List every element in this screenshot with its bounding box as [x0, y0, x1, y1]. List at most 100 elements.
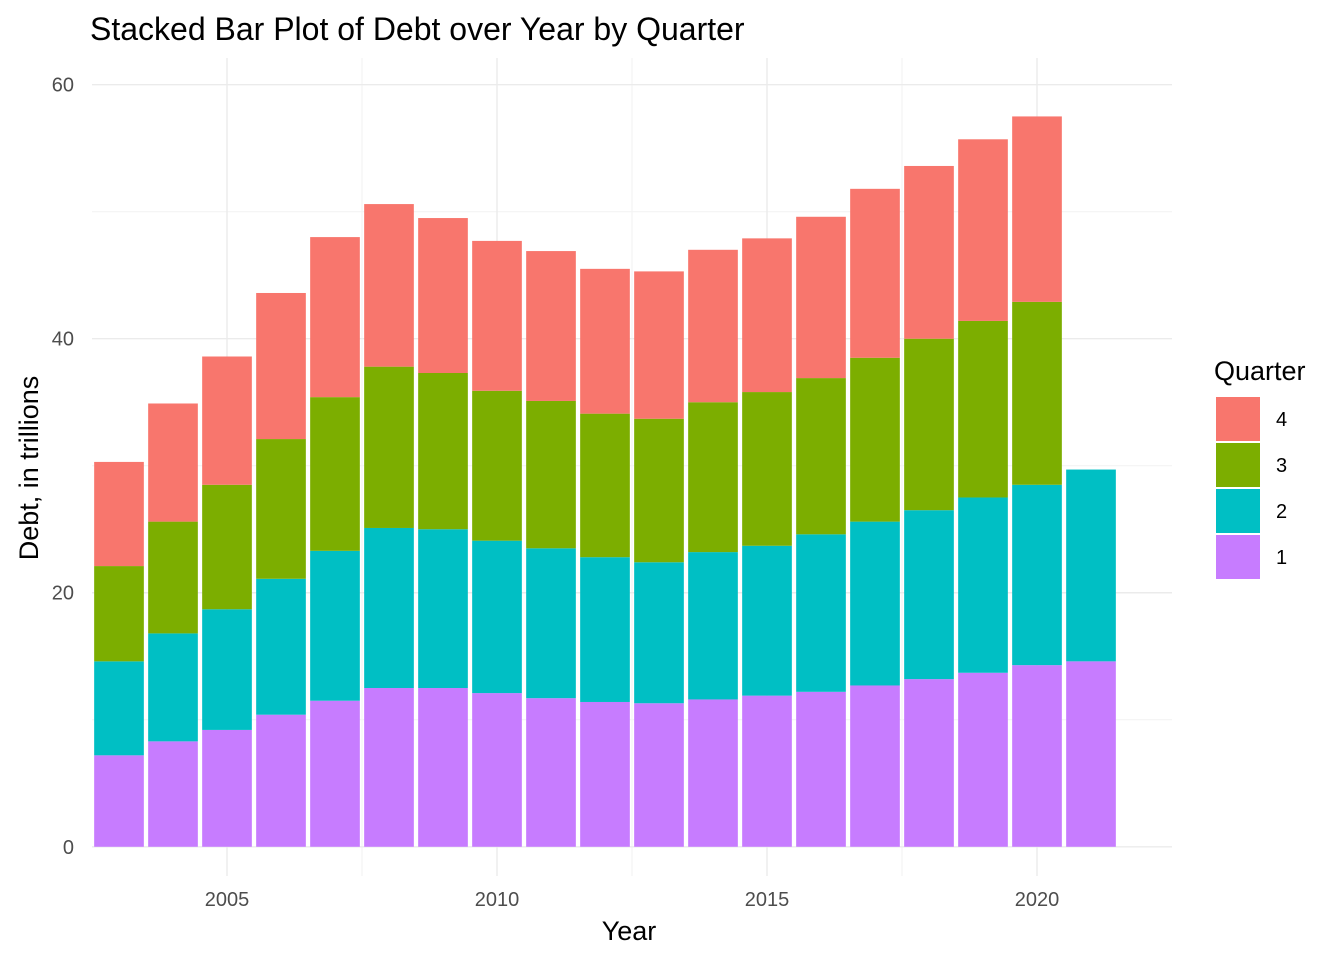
bar-q1-2019 [958, 672, 1008, 847]
chart-title: Stacked Bar Plot of Debt over Year by Qu… [90, 11, 745, 47]
bar-q4-2012 [580, 268, 630, 414]
bar-q2-2008 [364, 527, 414, 689]
bar-q4-2011 [526, 251, 576, 401]
bar-q4-2005 [202, 356, 252, 485]
bar-q4-2013 [634, 271, 684, 419]
bar-q1-2008 [364, 688, 414, 847]
bar-q3-2004 [148, 521, 198, 634]
tick-layer: 0 20 40 60 2005 2010 2015 2020 [52, 75, 1060, 911]
legend-key-2 [1216, 489, 1260, 533]
bar-q3-2007 [310, 397, 360, 551]
bar-q4-2018 [904, 165, 954, 339]
bar-q4-2010 [472, 240, 522, 391]
bar-q3-2005 [202, 484, 252, 610]
bar-q2-2004 [148, 633, 198, 742]
bar-q3-2010 [472, 390, 522, 541]
bar-q4-2003 [94, 461, 144, 567]
bar-q3-2015 [742, 392, 792, 546]
legend: Quarter 4 3 2 1 [1214, 356, 1306, 579]
bar-q1-2006 [256, 714, 306, 847]
bar-layer [94, 116, 1116, 847]
bar-q2-2021 [1066, 469, 1116, 662]
bar-q2-2012 [580, 557, 630, 702]
bar-q1-2010 [472, 693, 522, 847]
legend-label-2: 2 [1276, 501, 1287, 523]
bar-q4-2017 [850, 188, 900, 358]
legend-label-4: 4 [1276, 409, 1287, 431]
bar-q3-2017 [850, 357, 900, 522]
bar-q2-2019 [958, 497, 1008, 673]
y-axis-title: Debt, in trillions [14, 376, 44, 561]
bar-q3-2019 [958, 320, 1008, 498]
bar-q3-2018 [904, 338, 954, 511]
bar-q2-2015 [742, 545, 792, 696]
bar-q3-2014 [688, 402, 738, 553]
bar-q2-2018 [904, 510, 954, 680]
bar-q3-2009 [418, 373, 468, 530]
bar-q2-2017 [850, 521, 900, 686]
bar-q2-2007 [310, 550, 360, 701]
bar-q1-2015 [742, 695, 792, 847]
bar-q4-2008 [364, 204, 414, 367]
bar-q3-2016 [796, 378, 846, 535]
x-tick-label: 2005 [205, 889, 250, 911]
bar-q1-2004 [148, 741, 198, 847]
bar-q2-2003 [94, 661, 144, 756]
x-tick-label: 2015 [745, 889, 790, 911]
bar-q1-2012 [580, 701, 630, 847]
bar-q1-2021 [1066, 661, 1116, 847]
bar-q3-2011 [526, 400, 576, 549]
bar-q3-2013 [634, 418, 684, 563]
bar-q2-2009 [418, 529, 468, 689]
bar-q2-2013 [634, 562, 684, 704]
bar-q1-2016 [796, 691, 846, 847]
bar-q1-2018 [904, 679, 954, 847]
bar-q4-2004 [148, 403, 198, 522]
bar-q4-2020 [1012, 116, 1062, 302]
bar-q1-2020 [1012, 665, 1062, 847]
bar-q2-2011 [526, 548, 576, 699]
bar-q2-2014 [688, 552, 738, 700]
bar-q4-2009 [418, 218, 468, 374]
bar-q2-2016 [796, 534, 846, 692]
bar-q4-2006 [256, 292, 306, 440]
x-axis-title: Year [602, 916, 657, 946]
bar-q1-2013 [634, 703, 684, 847]
legend-key-4 [1216, 397, 1260, 441]
bar-q1-2003 [94, 755, 144, 847]
bar-q1-2009 [418, 688, 468, 847]
bar-q4-2007 [310, 237, 360, 398]
bar-q3-2003 [94, 566, 144, 662]
x-tick-label: 2020 [1015, 889, 1060, 911]
bar-q2-2006 [256, 578, 306, 715]
bar-q4-2019 [958, 139, 1008, 321]
bar-q2-2005 [202, 609, 252, 730]
bar-q3-2008 [364, 366, 414, 528]
bar-q1-2005 [202, 729, 252, 847]
bar-q1-2017 [850, 685, 900, 847]
x-tick-label: 2010 [475, 889, 520, 911]
bar-q3-2006 [256, 439, 306, 579]
bar-q2-2010 [472, 540, 522, 694]
y-tick-label: 0 [63, 837, 74, 859]
bar-q4-2014 [688, 249, 738, 403]
bar-q2-2020 [1012, 484, 1062, 666]
y-tick-label: 60 [52, 75, 74, 97]
bar-q1-2014 [688, 699, 738, 847]
bar-q1-2007 [310, 700, 360, 847]
legend-label-3: 3 [1276, 455, 1287, 477]
bar-q1-2011 [526, 698, 576, 847]
bar-q3-2012 [580, 413, 630, 558]
bar-q3-2020 [1012, 301, 1062, 485]
y-tick-label: 20 [52, 583, 74, 605]
legend-key-3 [1216, 443, 1260, 487]
grid-layer [92, 58, 1172, 876]
bar-q4-2015 [742, 238, 792, 393]
legend-label-1: 1 [1276, 547, 1287, 569]
legend-title: Quarter [1214, 356, 1306, 386]
bar-q4-2016 [796, 216, 846, 379]
y-tick-label: 40 [52, 329, 74, 351]
legend-key-1 [1216, 535, 1260, 579]
